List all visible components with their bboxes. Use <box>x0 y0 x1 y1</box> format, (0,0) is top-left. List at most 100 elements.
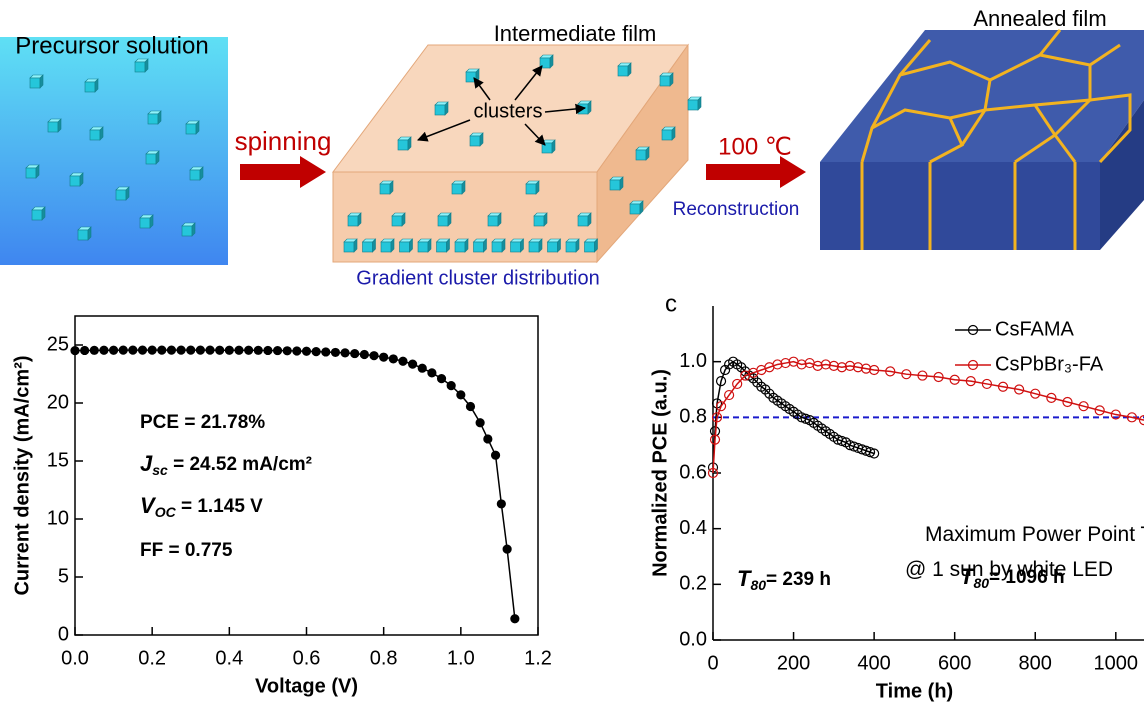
data-point <box>157 345 167 355</box>
data-point <box>436 374 447 384</box>
x-tick-label: 1000 <box>1094 652 1139 674</box>
cube-side <box>483 238 487 253</box>
chart: 0.0 0.2 0.4 0.6 0.8 1.0 1.2 0 5 10 15 20 25 Voltage (… <box>11 315 552 697</box>
label: 100 ℃ <box>718 133 792 160</box>
label: clusters <box>474 100 543 122</box>
x-axis-label: Time (h) <box>876 680 953 702</box>
data-point <box>70 345 80 356</box>
x-tick-label: 200 <box>777 652 810 674</box>
y-tick-label: 5 <box>58 565 69 587</box>
data-point <box>715 401 727 412</box>
cube-side <box>357 212 362 227</box>
data-point <box>244 345 254 355</box>
data-point <box>901 369 912 380</box>
cube <box>434 101 449 116</box>
data-point <box>330 347 341 358</box>
label: Gradient cluster distribution <box>356 267 599 289</box>
data-point <box>272 345 283 356</box>
x-tick-label: 0.0 <box>61 647 89 669</box>
data-point <box>176 345 186 355</box>
cube-side <box>144 58 149 73</box>
cube <box>435 238 451 253</box>
data-point <box>949 374 960 385</box>
data-point <box>828 360 839 371</box>
cube <box>565 238 580 253</box>
data-point <box>732 378 743 390</box>
cube <box>454 238 469 253</box>
cube-front <box>584 241 595 253</box>
cube-front <box>115 189 127 201</box>
data-point <box>715 376 727 387</box>
cube <box>609 176 624 191</box>
annotation-symbol: T <box>960 564 975 589</box>
cube <box>635 146 650 161</box>
data-point <box>340 348 350 358</box>
cube-front <box>565 241 577 253</box>
cube <box>380 238 395 253</box>
cube-side <box>464 238 469 253</box>
cube <box>491 238 506 253</box>
annotation-text: = 24.52 mA/cm² <box>168 454 312 475</box>
cube-side <box>79 172 84 187</box>
cube <box>343 238 358 253</box>
data-point <box>417 363 427 373</box>
cube <box>185 120 200 135</box>
annotation-symbol: T <box>737 566 752 591</box>
data-point <box>836 362 847 373</box>
cube-front <box>547 241 558 253</box>
cube-side <box>520 238 524 253</box>
cube <box>541 139 556 154</box>
cube-side <box>557 238 561 253</box>
cube-front <box>451 183 463 195</box>
cube-side <box>94 78 99 93</box>
cube-front <box>362 241 373 253</box>
cube <box>546 238 562 253</box>
data-point <box>1078 401 1089 412</box>
cube-front <box>617 65 629 77</box>
annealed-front <box>820 162 1100 250</box>
cube-side <box>39 74 44 89</box>
cube <box>361 238 377 253</box>
cube-side <box>501 238 506 253</box>
cube <box>472 238 488 253</box>
cube-front <box>147 113 159 125</box>
y-tick-label: 0.2 <box>679 573 707 595</box>
cube-front <box>434 104 446 116</box>
cube-front <box>635 149 647 161</box>
cube-side <box>41 206 46 221</box>
annotation: Maximum Power Point Tracking <box>925 523 1144 546</box>
cube-front <box>437 215 449 227</box>
data-point <box>186 345 196 355</box>
data-point <box>812 360 823 371</box>
data-point <box>933 371 944 383</box>
data-point <box>456 390 466 400</box>
data-point <box>118 345 128 355</box>
cube-side <box>587 212 592 227</box>
cube-side <box>389 180 394 195</box>
cube <box>398 238 414 253</box>
cube-side <box>538 238 543 253</box>
chart: 0 200 400 600 800 1000 0.0 0.2 0.4 0.6 0.8 1.0 Time … <box>649 290 1144 702</box>
data-point <box>408 359 418 369</box>
cube-side <box>444 101 449 116</box>
annotation-text: = 1.145 V <box>176 496 263 517</box>
annotation-symbol: V <box>140 493 157 518</box>
cube <box>89 126 104 141</box>
y-tick-label: 0.4 <box>679 517 707 539</box>
y-tick-label: 10 <box>47 507 69 529</box>
cube-front <box>417 241 429 253</box>
cube-front <box>84 81 96 93</box>
cube <box>583 238 599 253</box>
data-point <box>89 345 99 355</box>
data-point <box>195 345 205 355</box>
cube-front <box>89 129 101 141</box>
y-tick-label: 20 <box>47 391 69 413</box>
cube-front <box>145 153 157 165</box>
data-point <box>1046 392 1057 403</box>
annotation-text: = 1096 h <box>989 567 1065 588</box>
cube-side <box>155 150 160 165</box>
y-tick-label: 15 <box>47 449 69 471</box>
data-point <box>844 360 856 371</box>
cube <box>487 212 502 227</box>
cube-front <box>469 135 481 147</box>
